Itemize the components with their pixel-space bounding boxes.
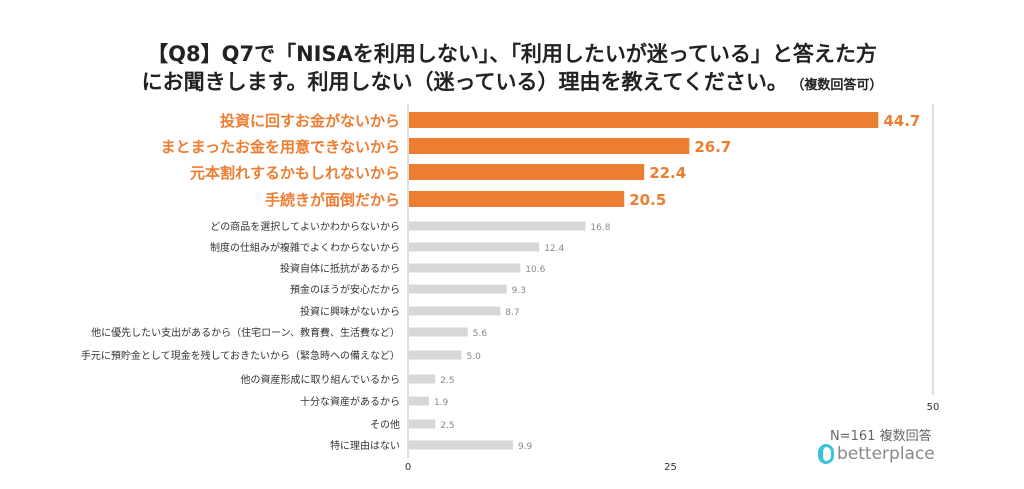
bar bbox=[409, 263, 521, 273]
category-label: 他に優先したい支出があるから（住宅ローン、教育費、生活費など） bbox=[91, 326, 400, 339]
category-label: 預金のほうが安心だから bbox=[290, 283, 400, 296]
category-label: 手元に預貯金として現金を残しておきたいから（緊急時への備えなど） bbox=[81, 349, 400, 362]
category-label: 投資自体に抵抗があるから bbox=[280, 262, 400, 275]
brand-logo: betterplace bbox=[818, 444, 935, 464]
data-label: 44.7 bbox=[883, 112, 920, 130]
bar bbox=[409, 350, 462, 360]
bar bbox=[409, 374, 436, 384]
chart-title-line2: にお聞きします。利用しない（迷っている）理由を教えてください。 （複数回答可） bbox=[0, 66, 1024, 96]
bar bbox=[409, 138, 690, 154]
data-label: 20.5 bbox=[629, 191, 666, 209]
bar bbox=[409, 327, 468, 337]
category-label: どの商品を選択してよいかわからないから bbox=[210, 220, 400, 233]
data-label: 5.6 bbox=[473, 329, 488, 339]
bar bbox=[409, 221, 586, 231]
category-label: その他 bbox=[370, 418, 400, 431]
data-label: 8.7 bbox=[505, 308, 519, 318]
x-tick-label: 0 bbox=[405, 462, 411, 473]
chart-title-line2-text: にお聞きします。利用しない（迷っている）理由を教えてください。 bbox=[141, 70, 788, 94]
category-label: 制度の仕組みが複雑でよくわからないから bbox=[210, 241, 400, 254]
sample-note: N=161 複数回答 bbox=[830, 429, 932, 444]
bar bbox=[409, 396, 429, 406]
bar bbox=[409, 419, 436, 429]
category-label: 投資に興味がないから bbox=[300, 305, 400, 318]
category-label: 他の資産形成に取り組んでいるから bbox=[241, 373, 401, 386]
category-label: 投資に回すお金がないから bbox=[220, 112, 400, 130]
bar bbox=[409, 191, 625, 207]
data-label: 10.6 bbox=[525, 265, 545, 275]
data-label: 9.9 bbox=[518, 442, 533, 452]
x-tick-label: 50 bbox=[927, 402, 940, 413]
data-label: 2.5 bbox=[440, 376, 454, 386]
data-label: 2.5 bbox=[440, 421, 454, 431]
data-label: 1.9 bbox=[434, 398, 449, 408]
data-label: 9.3 bbox=[512, 286, 526, 296]
x-tick-label: 25 bbox=[664, 462, 677, 473]
logo-mark-icon bbox=[818, 444, 834, 464]
category-label: 元本割れするかもしれないから bbox=[190, 164, 400, 182]
bar bbox=[409, 164, 645, 180]
data-label: 26.7 bbox=[694, 138, 731, 156]
category-label: 特に理由はない bbox=[330, 439, 400, 452]
category-label: 十分な資産があるから bbox=[300, 395, 400, 408]
category-label: 手続きが面倒だから bbox=[265, 191, 400, 209]
data-label: 5.0 bbox=[467, 352, 482, 362]
category-label: まとまったお金を用意できないから bbox=[161, 138, 400, 156]
bar bbox=[409, 306, 501, 316]
bar bbox=[409, 440, 513, 450]
data-label: 12.4 bbox=[544, 244, 564, 254]
brand-name: betterplace bbox=[837, 444, 935, 464]
title-note: （複数回答可） bbox=[797, 78, 883, 93]
data-label: 22.4 bbox=[649, 164, 686, 182]
chart-title-line1: 【Q8】Q7で「NISAを利用しない」、「利用したいが迷っている」と答えた方 bbox=[147, 42, 877, 66]
bar bbox=[409, 242, 540, 252]
data-label: 16.8 bbox=[590, 223, 610, 233]
bar bbox=[409, 112, 879, 128]
bar bbox=[409, 284, 507, 294]
